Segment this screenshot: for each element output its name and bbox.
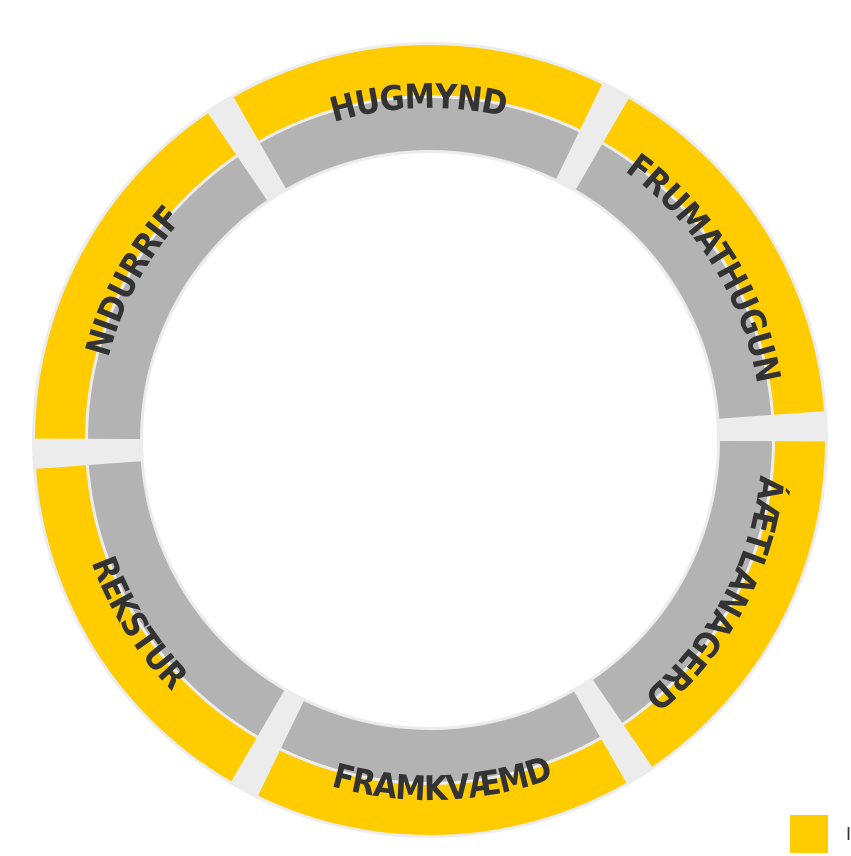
outer-segment xyxy=(36,465,257,782)
inner-segment xyxy=(281,691,600,782)
inner-segment xyxy=(593,441,772,723)
outer-segment xyxy=(603,98,824,415)
inner-segment xyxy=(575,144,772,419)
outer-segment xyxy=(35,113,237,439)
legend-swatch xyxy=(790,815,828,853)
inner-segment xyxy=(88,461,285,736)
inner-segment xyxy=(88,157,267,439)
legend-label: I xyxy=(846,824,851,844)
outer-segment xyxy=(623,441,825,767)
inner-circle xyxy=(143,153,717,727)
outer-segment xyxy=(258,739,627,835)
segments xyxy=(35,45,825,835)
inner-segment xyxy=(260,98,579,189)
outer-segment xyxy=(233,45,602,141)
